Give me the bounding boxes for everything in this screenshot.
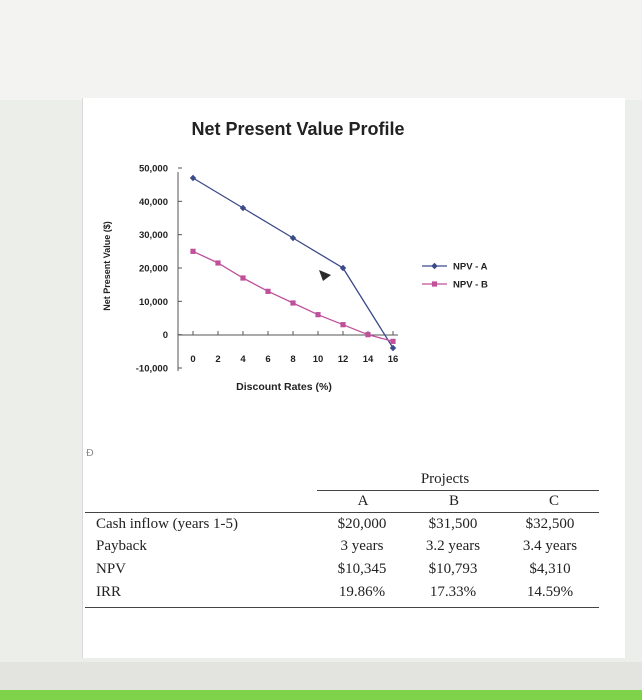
cell-npv-a: $10,345 (337, 561, 387, 577)
data-point-npv-b (190, 248, 196, 254)
y-tick-label: 20,000 (139, 264, 168, 275)
y-tick-label: -10,000 (136, 364, 168, 375)
data-point-npv-b (215, 260, 221, 266)
x-tick-label: 6 (265, 354, 270, 365)
row-label-cash-inflow: Cash inflow (years 1-5) (96, 516, 239, 532)
data-point-npv-a (189, 174, 197, 182)
legend-label: NPV - B (453, 280, 488, 291)
data-point-npv-b (390, 338, 396, 344)
x-tick-label: 10 (313, 354, 324, 365)
cell-irr-b: 17.33% (429, 584, 477, 600)
cell-cash-inflow-c: $32,500 (525, 516, 575, 532)
data-point-npv-a (239, 204, 247, 212)
data-point-npv-a (339, 264, 347, 272)
data-point-npv-b (365, 332, 371, 338)
cursor-arrow-icon (319, 270, 331, 281)
column-header-c: C (548, 493, 560, 509)
row-label-payback: Payback (96, 538, 147, 554)
y-axis-label: Net Present Value ($) (102, 221, 112, 311)
cell-npv-c: $4,310 (529, 561, 571, 577)
legend-label: NPV - A (453, 262, 488, 273)
chart-title: Net Present Value Profile (191, 119, 404, 139)
data-point-npv-b (315, 312, 321, 318)
series-line-npv-a (192, 177, 394, 349)
document-page: Net Present Value Profile Net Present Va… (82, 98, 625, 658)
cell-payback-b: 3.2 years (425, 538, 481, 554)
cell-payback-c: 3.4 years (522, 538, 578, 554)
data-point-npv-b (265, 288, 271, 294)
cell-irr-c: 14.59% (526, 584, 574, 600)
y-tick-label: 10,000 (139, 297, 168, 308)
photo-background-top (0, 0, 642, 100)
data-point-npv-a (289, 234, 297, 242)
x-tick-label: 0 (190, 354, 195, 365)
legend-marker (431, 262, 438, 270)
cell-npv-b: $10,793 (428, 561, 478, 577)
x-axis-ticks: 0 2 4 6 8 10 12 14 16 (190, 331, 398, 365)
green-edge-band (0, 690, 642, 700)
column-header-a: A (357, 493, 369, 509)
npv-profile-chart: Net Present Value Profile Net Present Va… (102, 119, 488, 393)
x-tick-label: 2 (215, 354, 220, 365)
y-axis-ticks: -10,000 0 10,000 20,000 30,000 40,000 50,000 (136, 164, 182, 375)
cell-irr-a: 19.86% (338, 584, 386, 600)
projects-header: Projects (420, 471, 470, 487)
y-tick-label: 30,000 (139, 230, 168, 241)
x-tick-label: 12 (338, 354, 349, 365)
table-top-rule (317, 490, 599, 491)
data-point-npv-a (389, 344, 397, 352)
y-tick-label: 50,000 (139, 164, 168, 175)
y-tick-label: 0 (163, 330, 168, 341)
row-label-npv: NPV (96, 561, 127, 577)
row-label-irr: IRR (96, 584, 122, 600)
data-point-npv-b (240, 275, 246, 281)
table-header-rule (85, 512, 599, 513)
cell-cash-inflow-b: $31,500 (428, 516, 478, 532)
cell-cash-inflow-a: $20,000 (337, 516, 387, 532)
column-header-b: B (448, 493, 460, 509)
projects-table: Projects A B C Cash inflow (years 1-5) $… (83, 466, 625, 616)
y-tick-label: 40,000 (139, 197, 168, 208)
data-point-npv-b (340, 322, 346, 328)
cell-payback-a: 3 years (340, 538, 384, 554)
x-tick-label: 14 (363, 354, 374, 365)
x-tick-label: 8 (290, 354, 295, 365)
page-mark: Ð (86, 448, 94, 459)
series-line-npv-b (192, 250, 394, 342)
chart-legend: NPV - A NPV - B (422, 262, 488, 291)
legend-marker (431, 281, 438, 287)
table-bottom-rule (85, 607, 599, 608)
x-tick-label: 16 (388, 354, 399, 365)
x-tick-label: 4 (240, 354, 246, 365)
x-axis-label: Discount Rates (%) (236, 381, 332, 393)
data-point-npv-b (290, 300, 296, 306)
chart-series (189, 174, 397, 352)
